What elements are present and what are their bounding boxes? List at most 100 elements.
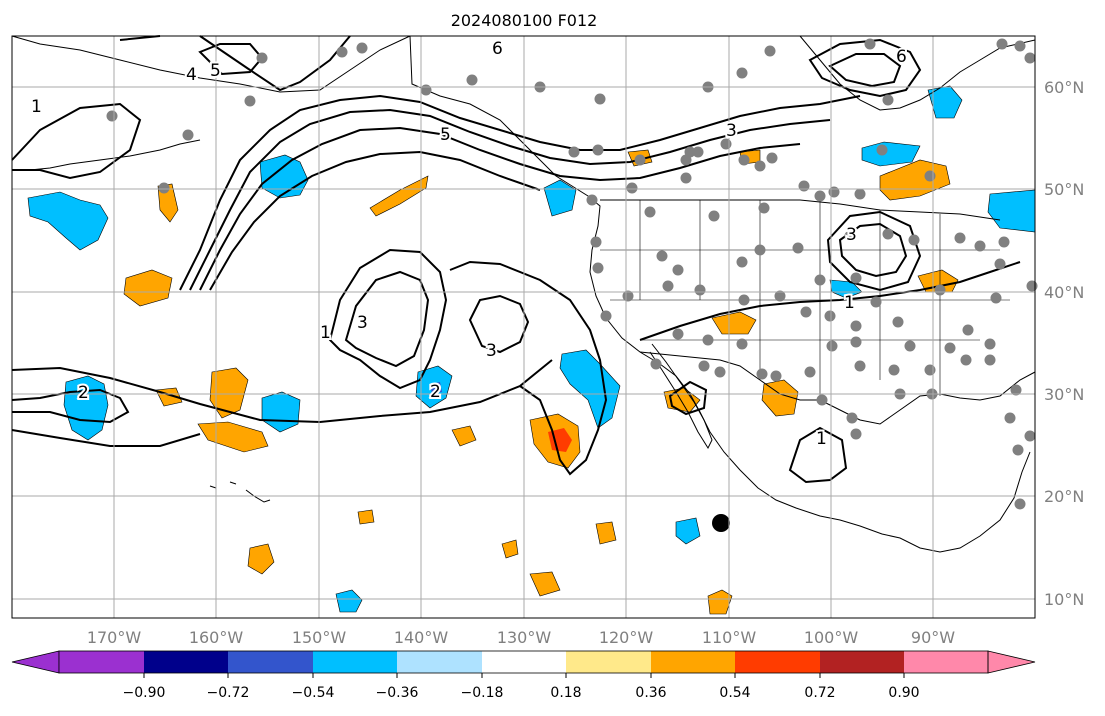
station-dot: [754, 160, 766, 172]
station-dot: [592, 144, 604, 156]
contour-layer: [11, 35, 1021, 484]
contour-line: [209, 150, 541, 291]
shade-pos-blob: [501, 539, 519, 559]
lon-label: 140°W: [394, 628, 449, 647]
station-dot: [714, 366, 726, 378]
station-dot: [586, 194, 598, 206]
station-dot: [766, 152, 778, 164]
contour-label: 3: [486, 341, 497, 361]
station-dot: [736, 338, 748, 350]
colorbar-segment: [735, 651, 820, 673]
station-dot: [594, 93, 606, 105]
station-dot: [870, 296, 882, 308]
station-dot: [650, 358, 662, 370]
contour-line: [788, 426, 848, 484]
station-layer: [106, 38, 1038, 510]
graticule: [12, 36, 1035, 618]
station-dot: [908, 234, 920, 246]
station-dot: [738, 294, 750, 306]
colorbar-min-extension: [11, 650, 60, 674]
station-dot: [590, 236, 602, 248]
lon-label: 130°W: [497, 628, 552, 647]
colorbar-tick-label: 0.72: [804, 685, 835, 701]
station-dot: [356, 42, 368, 54]
border-us-mexico: [639, 351, 820, 401]
station-dot: [924, 364, 936, 376]
shade-pos-blob: [595, 521, 617, 545]
colorbar-segment: [566, 651, 651, 673]
lat-label: 40°N: [1044, 283, 1084, 302]
colorbar-segment: [820, 651, 904, 673]
shade-neg-core: [430, 382, 442, 394]
colorbar-segment: [904, 651, 988, 673]
plot-title: 2024080100 F012: [451, 11, 598, 30]
station-dot: [692, 146, 704, 158]
coastline-hawaii: [209, 481, 271, 503]
station-dot: [694, 284, 706, 296]
contour-line: [838, 222, 908, 278]
contour-label: 2: [430, 382, 441, 402]
station-dot: [854, 360, 866, 372]
contour-line: [828, 53, 902, 88]
station-dot: [854, 188, 866, 200]
station-dot: [844, 230, 856, 242]
station-dot: [466, 74, 478, 86]
station-dot: [626, 182, 638, 194]
contour-line: [189, 108, 831, 291]
colorbar-tick-label: 0.18: [550, 685, 581, 701]
station-dot: [634, 154, 646, 166]
colorbar: −0.90 −0.72 −0.54 −0.36 −0.18 0.18 0.36 …: [11, 650, 1036, 701]
contour-line: [808, 38, 922, 98]
lon-label: 110°W: [702, 628, 757, 647]
coastline-aleutians: [29, 139, 201, 171]
contour-line: [344, 270, 430, 368]
shade-pos-blob: [529, 571, 561, 597]
station-dot: [826, 340, 838, 352]
station-dot: [698, 360, 710, 372]
lon-label: 170°W: [87, 628, 142, 647]
contour-line: [11, 102, 142, 180]
shade-pos-blob: [711, 311, 757, 335]
lat-label: 10°N: [1044, 590, 1084, 609]
contour-line: [119, 35, 351, 92]
station-dot: [850, 336, 862, 348]
colorbar-segment: [313, 651, 397, 673]
station-dot: [864, 38, 876, 50]
station-dot: [944, 342, 956, 354]
station-dot: [824, 310, 836, 322]
shade-pos-blob: [157, 183, 179, 223]
location-marker: [712, 514, 730, 532]
station-dot: [1024, 430, 1036, 442]
station-dot: [600, 310, 612, 322]
contour-label: 5: [440, 125, 451, 145]
station-dot: [994, 258, 1006, 270]
shade-neg-blob: [27, 191, 109, 251]
lat-label: 60°N: [1044, 78, 1084, 97]
station-dot: [984, 338, 996, 350]
station-dot: [904, 340, 916, 352]
colorbar-tick-label: 0.90: [888, 685, 919, 701]
colorbar-tick-label: −0.36: [376, 685, 419, 701]
station-dot: [106, 110, 118, 122]
station-dot: [876, 144, 888, 156]
lon-label: 120°W: [599, 628, 654, 647]
station-dot: [962, 324, 974, 336]
shade-pos-blob: [357, 509, 375, 525]
colorbar-segment: [651, 651, 735, 673]
contour-label-layer: 1 2 1 3 3 2 5 3 1 3 5 6 6 4 1: [29, 37, 909, 451]
lat-label: 30°N: [1044, 385, 1084, 404]
contour-label: 3: [357, 313, 368, 333]
shade-pos-blob: [451, 425, 477, 447]
station-dot: [756, 368, 768, 380]
station-dot: [954, 232, 966, 244]
station-dot: [882, 228, 894, 240]
shade-pos-blob: [761, 379, 799, 417]
station-dot: [984, 354, 996, 366]
lat-label: 50°N: [1044, 180, 1084, 199]
contour-label: 3: [726, 121, 737, 141]
coastline-hudson: [799, 35, 1036, 111]
station-dot: [934, 284, 946, 296]
colorbar-segment: [482, 651, 566, 673]
colorbar-segment: [228, 651, 313, 673]
